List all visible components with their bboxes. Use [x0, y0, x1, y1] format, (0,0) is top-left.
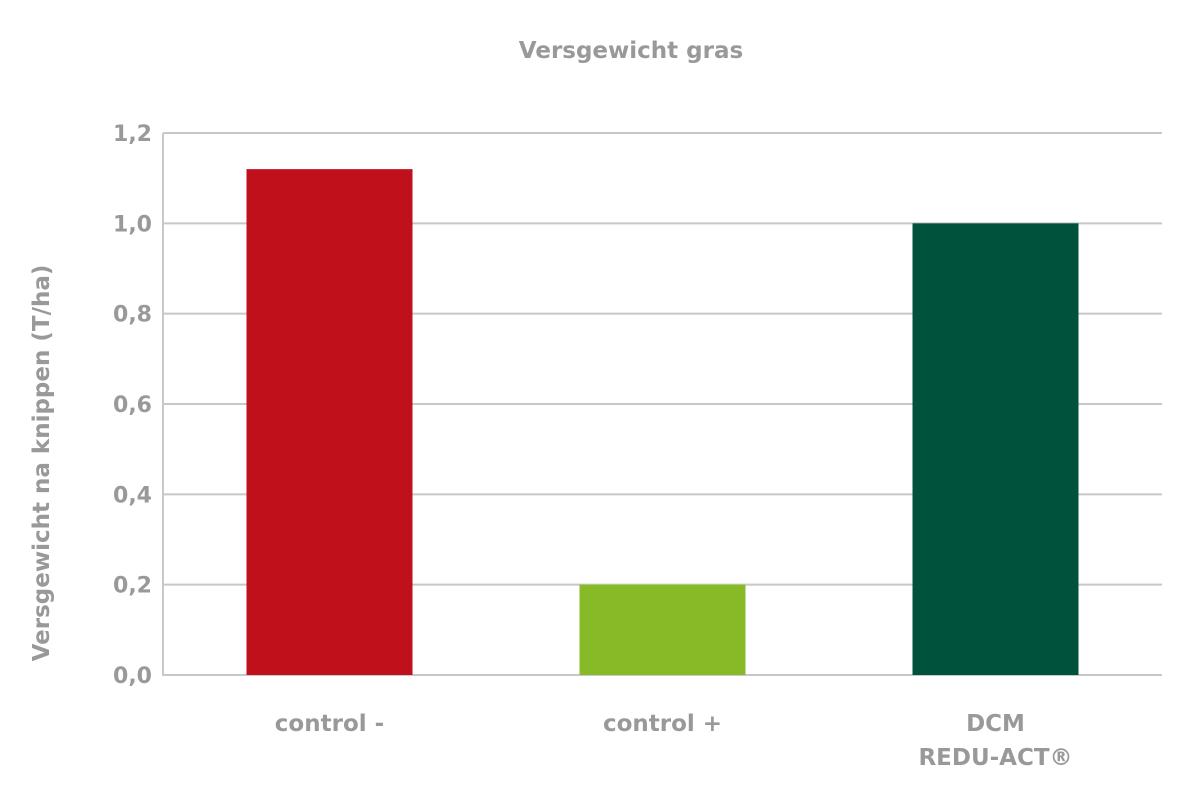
x-tick-label: control - — [275, 711, 384, 737]
y-tick-label: 0,2 — [113, 574, 152, 599]
x-tick-label: control + — [603, 711, 722, 737]
y-axis-ticks: 0,0 0,2 0,4 0,6 0,8 1,0 1,2 — [113, 122, 152, 689]
y-tick-label: 1,2 — [113, 122, 152, 147]
x-tick-label: DCM — [966, 711, 1025, 737]
x-axis-ticks: control - control + DCM REDU-ACT® — [275, 711, 1073, 771]
bar — [912, 223, 1079, 676]
y-tick-label: 0,0 — [113, 664, 152, 689]
bar — [246, 169, 413, 675]
x-tick-label: REDU-ACT® — [918, 745, 1072, 771]
bars — [246, 169, 1079, 676]
chart-title: Versgewicht gras — [519, 38, 743, 64]
y-tick-label: 1,0 — [113, 212, 152, 237]
y-tick-label: 0,8 — [113, 303, 152, 328]
y-tick-label: 0,6 — [113, 393, 152, 418]
y-axis-label: Versgewicht na knippen (T/ha) — [29, 265, 55, 662]
y-tick-label: 0,4 — [113, 483, 152, 508]
bar — [579, 584, 746, 675]
